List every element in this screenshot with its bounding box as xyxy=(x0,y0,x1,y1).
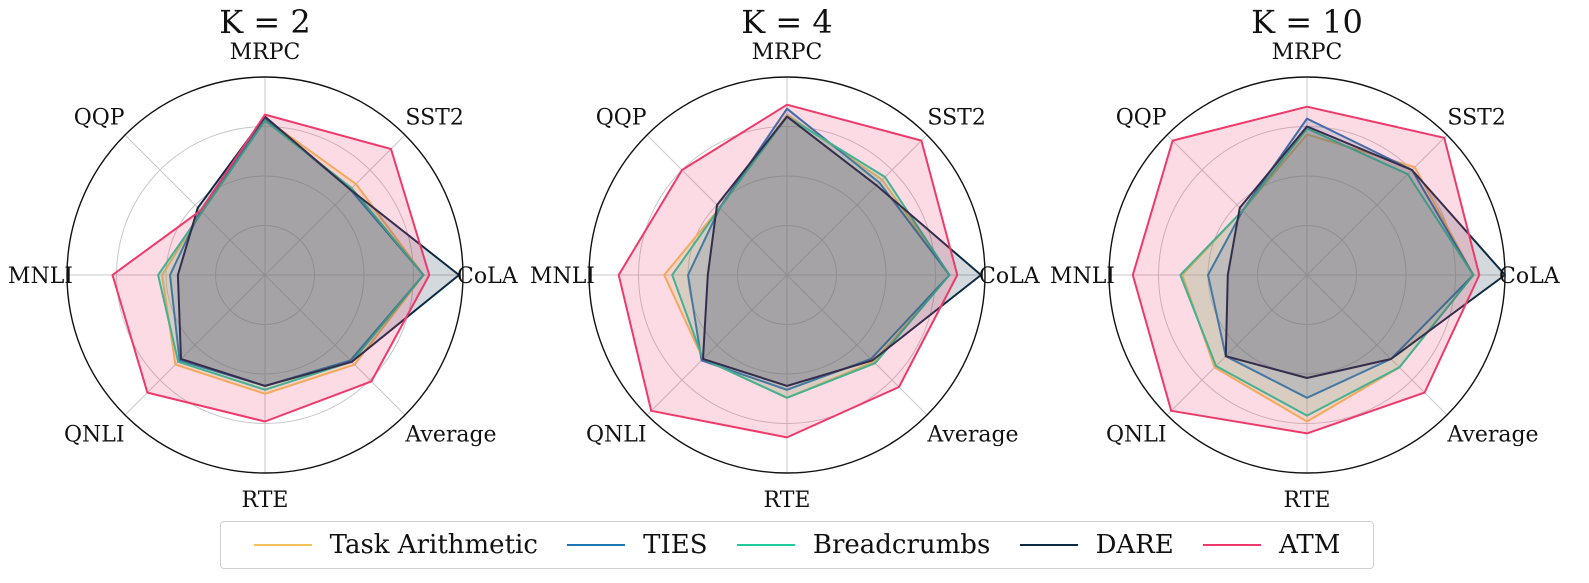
series-breadcrumbs xyxy=(1179,127,1475,417)
axis-label-rte: RTE xyxy=(764,488,811,513)
axis-label-mnli: MNLI xyxy=(530,264,595,289)
chart-title: K = 4 xyxy=(741,3,832,41)
chart-title: K = 10 xyxy=(1251,3,1363,41)
series-atm xyxy=(617,103,959,439)
axis-label-mrpc: MRPC xyxy=(752,40,823,65)
axis-label-sst2: SST2 xyxy=(1447,106,1505,131)
axis-label-sst2: SST2 xyxy=(927,106,985,131)
axis-spoke xyxy=(786,134,928,276)
series-dare xyxy=(1224,125,1506,379)
axis-spoke xyxy=(264,274,406,416)
axis-label-qnli: QNLI xyxy=(64,422,125,447)
axis-spoke xyxy=(1306,274,1448,416)
legend-item-task-arithmetic: Task Arithmetic xyxy=(253,530,538,560)
legend-swatch xyxy=(253,544,312,546)
chart-title: K = 2 xyxy=(219,3,310,41)
legend-label: Task Arithmetic xyxy=(329,530,538,560)
series-dare xyxy=(176,115,460,387)
axis-label-qqp: QQP xyxy=(74,106,125,131)
axis-spoke xyxy=(124,274,266,416)
outer-ring xyxy=(588,76,986,474)
legend-swatch xyxy=(1203,544,1262,546)
axis-label-cola: CoLA xyxy=(1499,264,1561,289)
radar-chart-2: CoLA SST2 MRPC QQP MNLI QNLI RTE Average K = 4 xyxy=(530,3,1041,513)
axis-label-sst2: SST2 xyxy=(405,106,463,131)
legend-swatch xyxy=(1019,544,1078,546)
axis-spoke xyxy=(1166,134,1308,276)
axis-label-average: Average xyxy=(404,422,496,447)
legend-item-ties: TIES xyxy=(567,530,708,560)
legend-swatch xyxy=(736,544,795,546)
series-ties xyxy=(1207,117,1475,399)
axis-label-rte: RTE xyxy=(242,488,289,513)
axis-label-cola: CoLA xyxy=(979,264,1041,289)
legend-item-breadcrumbs: Breadcrumbs xyxy=(736,530,991,560)
radar-chart-1: CoLA SST2 MRPC QQP MNLI QNLI RTE Average K = 2 xyxy=(8,3,519,513)
legend-label: ATM xyxy=(1279,530,1341,560)
axis-label-qqp: QQP xyxy=(1116,106,1167,131)
axis-spoke xyxy=(124,134,266,276)
legend: Task Arithmetic TIES Breadcrumbs DARE AT… xyxy=(220,521,1374,569)
axis-spoke xyxy=(646,274,788,416)
axis-label-qnli: QNLI xyxy=(1106,422,1167,447)
axis-label-mrpc: MRPC xyxy=(230,40,301,65)
legend-item-dare: DARE xyxy=(1019,530,1174,560)
axis-spoke xyxy=(786,274,928,416)
outer-ring xyxy=(66,76,464,474)
axis-spoke xyxy=(1306,134,1448,276)
legend-label: Breadcrumbs xyxy=(812,530,991,560)
axis-label-mrpc: MRPC xyxy=(1272,40,1343,65)
series-task-arithmetic xyxy=(161,117,425,395)
axis-label-average: Average xyxy=(1446,422,1538,447)
legend-swatch xyxy=(567,544,626,546)
axis-spoke xyxy=(1166,274,1308,416)
series-breadcrumbs xyxy=(671,115,951,399)
series-dare xyxy=(702,115,982,387)
series-atm xyxy=(1131,105,1481,435)
series-atm xyxy=(111,113,431,423)
axis-label-qqp: QQP xyxy=(596,106,647,131)
radar-chart-3: CoLA SST2 MRPC QQP MNLI QNLI RTE Average K = 10 xyxy=(1050,3,1561,513)
axis-label-qnli: QNLI xyxy=(586,422,647,447)
legend-label: DARE xyxy=(1095,530,1174,560)
axis-spoke xyxy=(264,134,406,276)
axis-label-mnli: MNLI xyxy=(1050,264,1115,289)
legend-item-atm: ATM xyxy=(1203,530,1340,560)
axis-label-average: Average xyxy=(926,422,1018,447)
legend-label: TIES xyxy=(643,530,708,560)
axis-label-rte: RTE xyxy=(1284,488,1331,513)
axis-label-cola: CoLA xyxy=(457,264,519,289)
axis-label-mnli: MNLI xyxy=(8,264,73,289)
